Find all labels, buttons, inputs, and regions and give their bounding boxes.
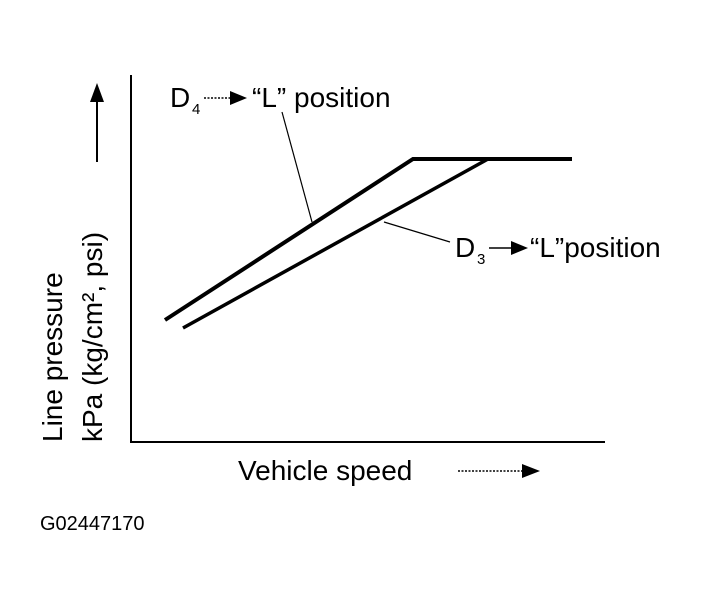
y-arrow-head: [90, 83, 104, 102]
figure-id: G02447170: [40, 513, 145, 535]
d4-curve: [163, 157, 572, 322]
y-label-2: kPa (kg/cm², psi): [77, 232, 108, 442]
d3-target: “L”position: [530, 232, 661, 263]
d4-target: “L” position: [252, 82, 391, 113]
d4-arrow-head: [230, 91, 247, 105]
y-label-1: Line pressure: [37, 272, 68, 442]
x-arrow-head: [522, 464, 540, 478]
d4-leader: [281, 111, 313, 223]
d3-arrow-head: [511, 241, 528, 255]
d3-label: D: [455, 232, 475, 263]
d3-leader: [383, 221, 451, 243]
d4-sub: 4: [192, 101, 200, 118]
d3-sub: 3: [477, 251, 485, 268]
d3-curve: [182, 157, 489, 330]
x-label: Vehicle speed: [238, 455, 412, 486]
d4-label: D: [170, 82, 190, 113]
